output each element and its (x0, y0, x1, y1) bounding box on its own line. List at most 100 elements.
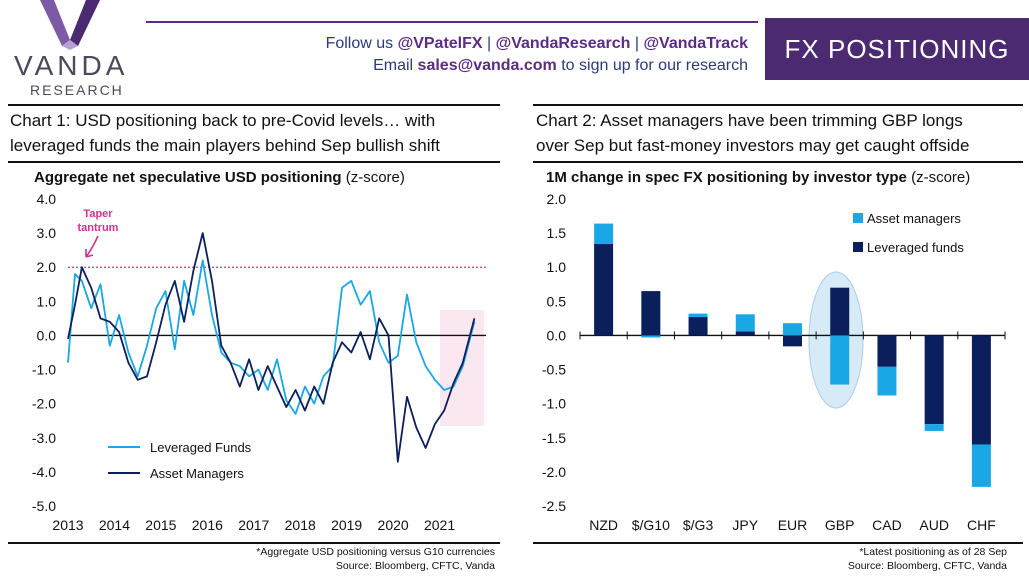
email-prefix: Email (373, 57, 418, 74)
y-tick-label: 1.0 (547, 259, 567, 275)
x-tick-label: 2019 (331, 517, 362, 533)
chart2-footnote: *Latest positioning as of 28 Sep Source:… (848, 545, 1007, 573)
x-tick-label: 2014 (99, 517, 130, 533)
bar-chf-asset-managers (971, 444, 991, 487)
y-tick-label: 0.0 (37, 327, 57, 343)
x-tick-label: 2021 (424, 517, 455, 533)
legend-label: Asset Managers (150, 466, 244, 481)
chart2-top-rule (533, 104, 1023, 106)
x-tick-label: $/G3 (683, 517, 714, 533)
bar-aud-asset-managers (924, 424, 944, 431)
x-tick-label: CHF (967, 517, 996, 533)
y-tick-label: 2.0 (37, 259, 57, 275)
y-tick-label: -2.0 (542, 464, 566, 480)
bar-gbp-leveraged-funds (830, 287, 850, 336)
bar-cad-asset-managers (877, 366, 897, 396)
bar-aud-leveraged-funds (924, 335, 944, 425)
chart2-title-rule (533, 161, 1023, 163)
header-divider (146, 21, 758, 23)
follow-line: Follow us @VPatelFX | @VandaResearch | @… (326, 35, 748, 53)
chart2-subtitle-bold: 1M change in spec FX positioning by inve… (546, 169, 907, 186)
fx-positioning-banner: FX POSITIONING (765, 18, 1029, 80)
bar-nzd-leveraged-funds (594, 244, 614, 336)
series-line-leveraged-funds (67, 259, 476, 415)
separator: | (482, 35, 496, 52)
bar-jpy-leveraged-funds (735, 331, 755, 336)
x-tick-label: 2017 (238, 517, 269, 533)
x-tick-label: 2013 (52, 517, 83, 533)
legend-label: Leveraged Funds (150, 440, 252, 455)
handle-vandaresearch[interactable]: @VandaResearch (495, 35, 631, 52)
chart2-title-line2: over Sep but fast-money investors may ge… (536, 136, 970, 155)
chart2-subtitle: 1M change in spec FX positioning by inve… (546, 169, 970, 186)
y-tick-label: -0.5 (542, 362, 566, 378)
y-tick-label: -1.0 (542, 396, 566, 412)
chart1-title-line1: Chart 1: USD positioning back to pre-Cov… (10, 111, 436, 130)
bar-g10-leveraged-funds (641, 291, 661, 336)
x-tick-label: 2018 (285, 517, 316, 533)
y-tick-label: 0.5 (547, 293, 567, 309)
logo-wordmark: VANDA (14, 50, 129, 81)
y-tick-label: 2.0 (547, 191, 567, 207)
email-link[interactable]: sales@vanda.com (417, 57, 557, 74)
bar-chf-leveraged-funds (971, 335, 991, 445)
annotation-arrow-icon (85, 235, 99, 258)
y-tick-label: 1.0 (37, 293, 57, 309)
x-tick-label: 2020 (378, 517, 409, 533)
email-suffix: to sign up for our research (556, 57, 748, 74)
y-tick-label: -2.5 (542, 498, 566, 514)
chart1-title: Chart 1: USD positioning back to pre-Cov… (10, 108, 440, 158)
x-tick-label: 2015 (145, 517, 176, 533)
y-tick-label: 3.0 (37, 225, 57, 241)
x-tick-label: AUD (919, 517, 949, 533)
y-tick-label: 1.5 (547, 225, 567, 241)
legend-swatch (853, 242, 863, 252)
annotation-tantrum: tantrum (78, 222, 119, 234)
x-tick-label: 2016 (192, 517, 223, 533)
vanda-logo-icon (40, 0, 100, 50)
handle-vandatrack[interactable]: @VandaTrack (643, 35, 748, 52)
bar-eur-asset-managers (783, 323, 802, 336)
chart1-title-rule (8, 161, 500, 163)
y-tick-label: -1.5 (542, 430, 566, 446)
chart2-title: Chart 2: Asset managers have been trimmi… (536, 108, 969, 158)
chart2-title-line1: Chart 2: Asset managers have been trimmi… (536, 111, 963, 130)
y-tick-label: -4.0 (32, 464, 56, 480)
chart1-top-rule (8, 104, 500, 106)
y-tick-label: -1.0 (32, 362, 56, 378)
email-line: Email sales@vanda.com to sign up for our… (373, 57, 748, 75)
chart1-subtitle-bold: Aggregate net speculative USD positionin… (34, 169, 342, 186)
chart2-bottom-rule (533, 542, 1023, 544)
chart1-title-line2: leveraged funds the main players behind … (10, 136, 440, 155)
series-line-asset-managers (67, 232, 476, 463)
chart2-bar-chart: 2.0 1.5 1.0 0.5 0.0 -0.5 -1.0 -1.5 -2.0 -2.5 NZD $/… (542, 191, 1006, 533)
legend-label: Leveraged funds (867, 240, 964, 255)
x-tick-label: CAD (872, 517, 902, 533)
chart2-source: Source: Bloomberg, CFTC, Vanda (847, 560, 1007, 572)
chart1-footnote: *Aggregate USD positioning versus G10 cu… (256, 545, 495, 573)
follow-prefix: Follow us (325, 35, 398, 52)
chart1-source: Source: Bloomberg, CFTC, Vanda (335, 560, 495, 572)
y-tick-label: 0.0 (547, 327, 567, 343)
bar-g10-asset-managers (641, 335, 661, 338)
annotation-taper: Taper (83, 208, 113, 220)
chart2-footnote-text: *Latest positioning as of 28 Sep (859, 546, 1007, 558)
bar-jpy-asset-managers (735, 314, 755, 332)
bar-cad-leveraged-funds (877, 335, 897, 367)
x-tick-label: $/G10 (632, 517, 670, 533)
chart1-line-chart: 4.0 3.0 2.0 1.0 0.0 -1.0 -2.0 -3.0 -4.0 -5.0 2013 2… (32, 191, 486, 533)
x-tick-label: EUR (778, 517, 808, 533)
chart1-subtitle: Aggregate net speculative USD positionin… (34, 169, 405, 186)
legend-label: Asset managers (867, 211, 961, 226)
chart2-subtitle-rest: (z-score) (906, 169, 971, 186)
bar-g3-leveraged-funds (688, 317, 708, 336)
y-tick-label: -3.0 (32, 430, 56, 446)
y-tick-label: -2.0 (32, 396, 56, 412)
x-tick-label: GBP (825, 517, 855, 533)
logo-subtitle: RESEARCH (30, 82, 124, 98)
legend-swatch (853, 213, 863, 223)
handle-vpatelfx[interactable]: @VPatelFX (397, 35, 483, 52)
bar-gbp-asset-managers (830, 335, 850, 385)
separator: | (630, 35, 644, 52)
x-tick-label: NZD (589, 517, 618, 533)
